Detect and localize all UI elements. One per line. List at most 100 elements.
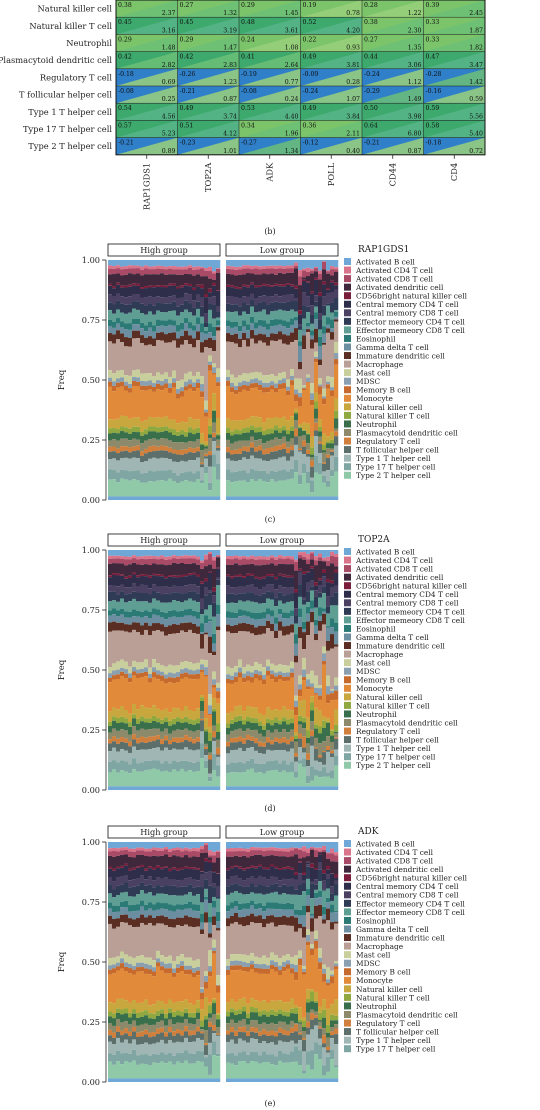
stacked-bar-segment [172, 633, 177, 666]
legend-swatch [344, 710, 351, 718]
stacked-bar-segment [266, 786, 271, 790]
stacked-bar-segment [180, 287, 185, 298]
stacked-bar-segment [124, 329, 129, 338]
stacked-bar-segment [172, 332, 177, 341]
stacked-bar-segment [262, 725, 267, 730]
stacked-bar-segment [254, 868, 259, 879]
stacked-bar-segment [148, 1065, 153, 1079]
stacked-bar-segment [208, 1017, 213, 1023]
stacked-bar-segment [108, 563, 113, 576]
stacked-bar-segment [124, 631, 129, 662]
stacked-bar-segment [156, 923, 161, 951]
stacked-bar-segment [294, 879, 299, 890]
stacked-bar-segment [128, 383, 133, 389]
stacked-bar-segment [310, 348, 315, 384]
stacked-bar-segment [282, 618, 287, 627]
stacked-bar-segment [254, 298, 259, 306]
stacked-bar-segment [330, 332, 335, 340]
stacked-bar-segment [310, 447, 315, 455]
stacked-bar-segment [334, 968, 339, 1000]
stacked-bar-segment [326, 1008, 331, 1025]
stacked-bar-segment [124, 587, 129, 595]
stacked-bar-segment [290, 577, 295, 588]
stacked-bar-segment [238, 866, 243, 869]
stacked-bar-segment [254, 854, 259, 867]
stacked-bar-segment [176, 286, 181, 289]
stacked-bar-segment [334, 912, 339, 922]
stacked-bar-segment [192, 1034, 197, 1042]
stacked-bar-segment [196, 662, 201, 670]
stacked-bar-segment [184, 668, 189, 673]
stacked-bar-segment [294, 1023, 299, 1025]
stacked-bar-segment [290, 559, 295, 565]
stacked-bar-segment [124, 771, 129, 787]
stacked-bar-segment [290, 850, 295, 857]
stacked-bar-segment [140, 914, 145, 923]
stacked-bar-segment [132, 324, 137, 331]
stacked-bar-segment [254, 387, 259, 417]
stacked-bar-segment [172, 382, 177, 388]
stacked-bar-segment [208, 937, 213, 951]
stacked-bar-segment [282, 955, 287, 963]
stacked-bar-segment [230, 559, 235, 565]
stacked-bar-segment [160, 869, 165, 879]
stacked-bar-segment [266, 556, 271, 560]
heatmap-row-label: Plasmacytoid dendritic cell [0, 55, 112, 65]
stacked-bar-segment [330, 1020, 335, 1028]
stacked-bar-segment [148, 1018, 153, 1026]
stacked-bar-segment [234, 954, 239, 961]
stacked-bar-segment [212, 711, 217, 726]
stacked-bar-segment [246, 559, 251, 565]
stacked-bar-segment [196, 749, 201, 762]
stacked-bar-segment [326, 979, 331, 984]
stacked-bar-segment [148, 1055, 153, 1066]
stacked-bar-segment [330, 470, 335, 477]
stacked-bar-segment [204, 559, 209, 567]
stacked-bar-segment [160, 470, 165, 481]
stacked-bar-segment [192, 473, 197, 482]
stacked-bar-segment [176, 633, 181, 666]
stacked-bar-segment [334, 961, 339, 964]
stacked-bar-segment [168, 885, 173, 896]
stacked-bar-segment [242, 855, 247, 869]
stacked-bar-segment [204, 676, 209, 719]
stacked-bar-segment [226, 713, 231, 724]
stacked-bar-segment [234, 706, 239, 717]
stacked-bar-segment [176, 1001, 181, 1011]
stacked-bar-segment [270, 1078, 275, 1082]
stacked-bar-segment [160, 1052, 165, 1062]
stacked-bar-segment [262, 1000, 267, 1011]
stacked-bar-segment [306, 306, 311, 313]
stacked-bar-segment [152, 715, 157, 722]
stacked-bar-segment [172, 847, 177, 851]
stacked-bar-segment [294, 444, 299, 461]
stacked-bar-segment [262, 612, 267, 619]
legend-entry: Natural killer T cell [356, 701, 430, 710]
stacked-bar-segment [334, 316, 339, 320]
stacked-bar-segment [326, 858, 331, 867]
stacked-bar-segment [108, 601, 113, 611]
stacked-bar-segment [278, 630, 283, 665]
stacked-bar-segment [242, 446, 247, 451]
stacked-bar-segment [196, 447, 201, 452]
stacked-bar-segment [120, 333, 125, 343]
stacked-bar-segment [116, 323, 121, 331]
heatmap-corr-value: 0.24 [241, 36, 255, 43]
stacked-bar-segment [200, 992, 205, 1000]
legend-swatch [344, 590, 351, 598]
stacked-bar-segment [258, 725, 263, 734]
stacked-bar-segment [310, 898, 315, 914]
heatmap-pvalue-triangle [116, 17, 178, 35]
stacked-bar-segment [238, 616, 243, 624]
stacked-bar-segment [116, 762, 121, 773]
stacked-bar-segment [156, 574, 161, 577]
stacked-bar-segment [168, 1061, 173, 1079]
stacked-bar-segment [208, 303, 213, 310]
stacked-bar-segment [274, 437, 279, 446]
stacked-bar-segment [156, 966, 161, 1001]
stacked-bar-segment [294, 1008, 299, 1014]
stacked-bar-segment [108, 550, 113, 556]
stacked-bar-segment [200, 987, 205, 989]
stacked-bar-segment [208, 572, 213, 591]
stacked-bar-segment [132, 1078, 137, 1082]
